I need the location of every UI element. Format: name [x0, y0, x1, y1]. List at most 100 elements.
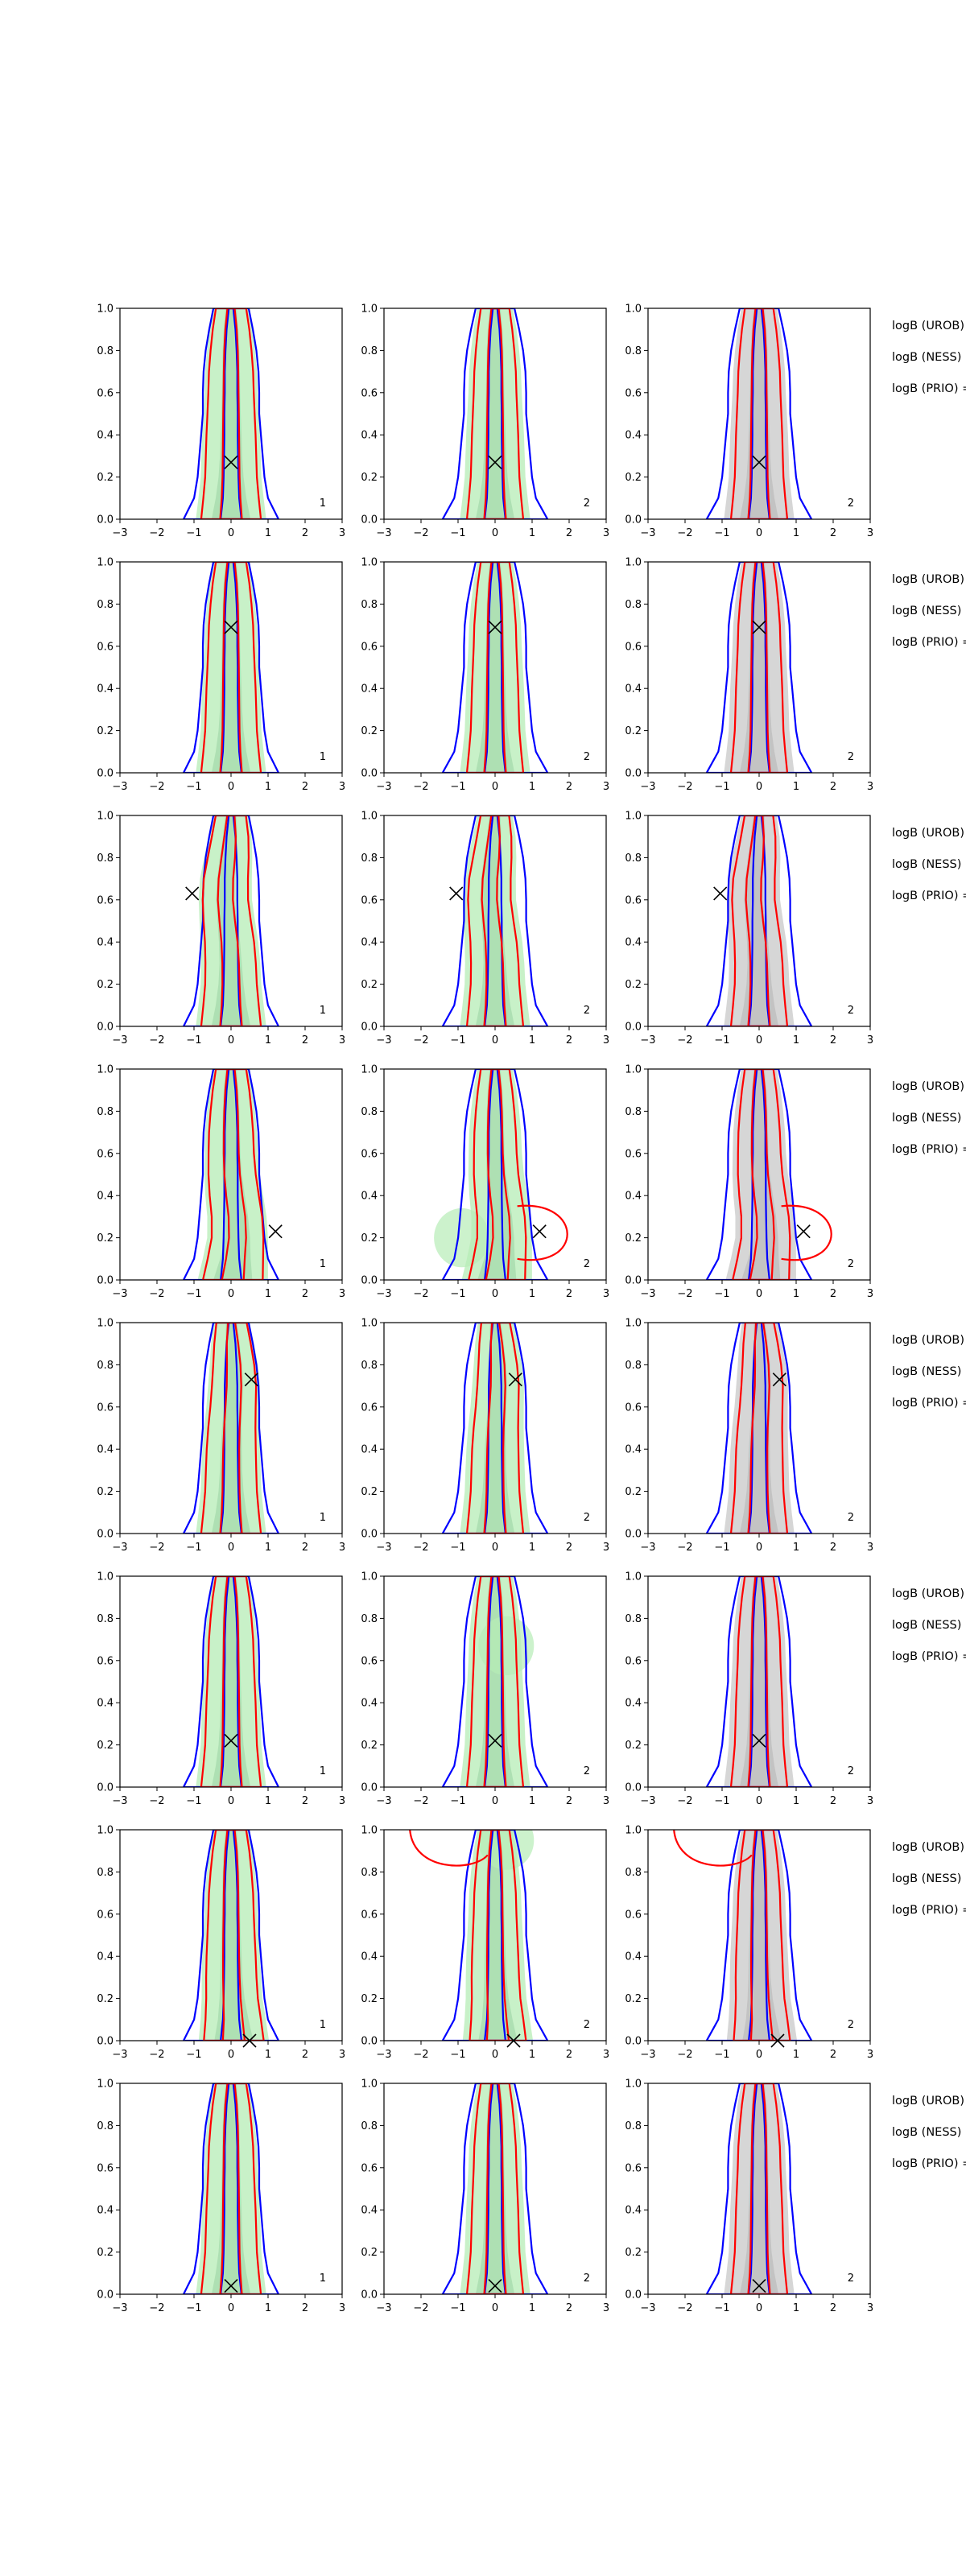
blue-contour-outer — [705, 1576, 813, 1787]
y-tick-label: 0.2 — [361, 1740, 378, 1752]
y-tick-label: 0.4 — [625, 1444, 642, 1456]
y-tick-label: 0.4 — [625, 1191, 642, 1203]
x-tick-label: −2 — [413, 1288, 428, 1300]
y-tick-label: 0.8 — [361, 599, 378, 611]
red-contour-lobe — [517, 1204, 568, 1261]
x-tick-label: 1 — [793, 1542, 799, 1554]
y-tick-label: 1.0 — [97, 1064, 114, 1076]
y-tick-label: 0.6 — [97, 2162, 114, 2174]
y-tick-label: 0.0 — [97, 2289, 114, 2301]
y-tick-label: 0.6 — [625, 1402, 642, 1414]
x-tick-label: 0 — [756, 1034, 762, 1046]
y-tick-label: 0.8 — [97, 1867, 114, 1879]
side-label: logB (PRIO) = — [892, 1650, 966, 1663]
red-contour-outer — [729, 2083, 789, 2294]
true-value-marker — [224, 620, 238, 634]
red-contour-inner — [483, 1323, 507, 1534]
side-label: logB (NESS) = — [892, 1365, 966, 1378]
blue-contour-inner — [483, 562, 507, 773]
y-tick-label: 0.6 — [361, 1655, 378, 1667]
x-tick-label: 1 — [265, 1288, 271, 1300]
x-tick-label: 0 — [756, 1288, 762, 1300]
side-label: logB (UROB) = — [892, 1841, 966, 1854]
x-tick-label: −3 — [640, 2302, 655, 2314]
y-tick-label: 0.0 — [625, 1782, 642, 1794]
x-tick-label: −1 — [186, 781, 201, 793]
x-tick-label: −2 — [413, 1795, 428, 1807]
y-tick-label: 1.0 — [361, 811, 378, 823]
y-tick-label: 0.0 — [361, 1782, 378, 1794]
y-tick-label: 0.8 — [97, 1360, 114, 1372]
red-contour-lobe — [409, 1830, 489, 1867]
x-tick-label: 0 — [492, 2302, 498, 2314]
x-tick-label: −1 — [714, 2302, 729, 2314]
x-tick-label: −2 — [149, 1542, 164, 1554]
y-tick-label: 0.0 — [625, 1529, 642, 1541]
y-tick-label: 0.6 — [97, 1655, 114, 1667]
x-tick-label: 2 — [830, 1034, 836, 1046]
true-value-marker — [488, 620, 502, 634]
x-tick-label: −3 — [376, 1542, 391, 1554]
true-value-marker — [752, 455, 766, 469]
y-tick-label: 0.8 — [361, 1360, 378, 1372]
y-tick-label: 0.8 — [625, 1106, 642, 1118]
side-label: logB (UROB) = — [892, 573, 966, 586]
x-tick-label: −2 — [677, 781, 692, 793]
panel-corner-label: 1 — [320, 1765, 326, 1777]
side-label: logB (PRIO) = — [892, 636, 966, 649]
y-tick-label: 0.4 — [625, 2205, 642, 2217]
x-tick-label: −2 — [677, 1034, 692, 1046]
x-tick-label: −3 — [112, 1795, 127, 1807]
y-tick-label: 0.4 — [625, 1698, 642, 1710]
red-contour-outer — [729, 562, 789, 773]
contour-panel: −3 −2 −1 0 1 2 3 0.0 0.2 0.4 0.6 0.8 1.0 2 — [625, 2079, 873, 2315]
x-tick-label: −3 — [112, 781, 127, 793]
x-tick-label: −3 — [640, 1034, 655, 1046]
true-value-marker — [224, 2278, 238, 2293]
x-tick-label: −1 — [450, 1542, 465, 1554]
x-tick-label: 2 — [302, 1288, 308, 1300]
x-tick-label: −2 — [149, 2302, 164, 2314]
true-value-marker — [752, 2278, 766, 2293]
y-tick-label: 0.6 — [361, 2162, 378, 2174]
x-tick-label: −1 — [186, 1542, 201, 1554]
x-tick-label: −3 — [640, 1795, 655, 1807]
blue-contour-inner — [747, 308, 771, 519]
side-label: logB (UROB) = — [892, 1334, 966, 1347]
y-tick-label: 1.0 — [361, 1064, 378, 1076]
x-tick-label: −1 — [714, 527, 729, 539]
x-tick-label: 1 — [793, 1288, 799, 1300]
red-contour-outer — [200, 1323, 262, 1534]
x-tick-label: 1 — [529, 1034, 535, 1046]
x-tick-label: −1 — [450, 1034, 465, 1046]
x-tick-label: 2 — [830, 781, 836, 793]
contour-panel: −3 −2 −1 0 1 2 3 0.0 0.2 0.4 0.6 0.8 1.0 2 — [361, 1318, 609, 1554]
y-tick-label: 0.0 — [625, 1275, 642, 1287]
red-contour-inner — [219, 1323, 243, 1534]
x-tick-label: −1 — [186, 1034, 201, 1046]
density-fill-inner — [475, 308, 515, 519]
y-tick-label: 0.8 — [97, 1613, 114, 1625]
y-tick-label: 0.0 — [97, 514, 114, 526]
red-contour-inner — [483, 308, 507, 519]
blue-contour-outer — [705, 1069, 813, 1280]
x-tick-label: 0 — [228, 1034, 234, 1046]
x-tick-label: −2 — [413, 2049, 428, 2061]
y-tick-label: 0.0 — [361, 1529, 378, 1541]
density-fill-blob — [478, 1830, 535, 1870]
contour-panel: −3 −2 −1 0 1 2 3 0.0 0.2 0.4 0.6 0.8 1.0 1 — [97, 1064, 345, 1301]
x-tick-label: 1 — [529, 2302, 535, 2314]
side-label: logB (PRIO) = — [892, 890, 966, 902]
y-tick-label: 1.0 — [97, 811, 114, 823]
blue-contour-inner — [219, 562, 243, 773]
blue-contour-inner — [219, 1576, 243, 1787]
y-tick-label: 0.6 — [361, 1148, 378, 1160]
blue-contour-inner — [219, 2083, 243, 2294]
x-tick-label: −3 — [376, 2049, 391, 2061]
red-contour-inner — [745, 815, 771, 1026]
x-tick-label: −2 — [149, 527, 164, 539]
true-value-marker — [268, 1224, 283, 1239]
x-tick-label: 3 — [603, 781, 609, 793]
red-contour-inner — [481, 815, 507, 1026]
true-value-marker — [224, 1733, 238, 1748]
